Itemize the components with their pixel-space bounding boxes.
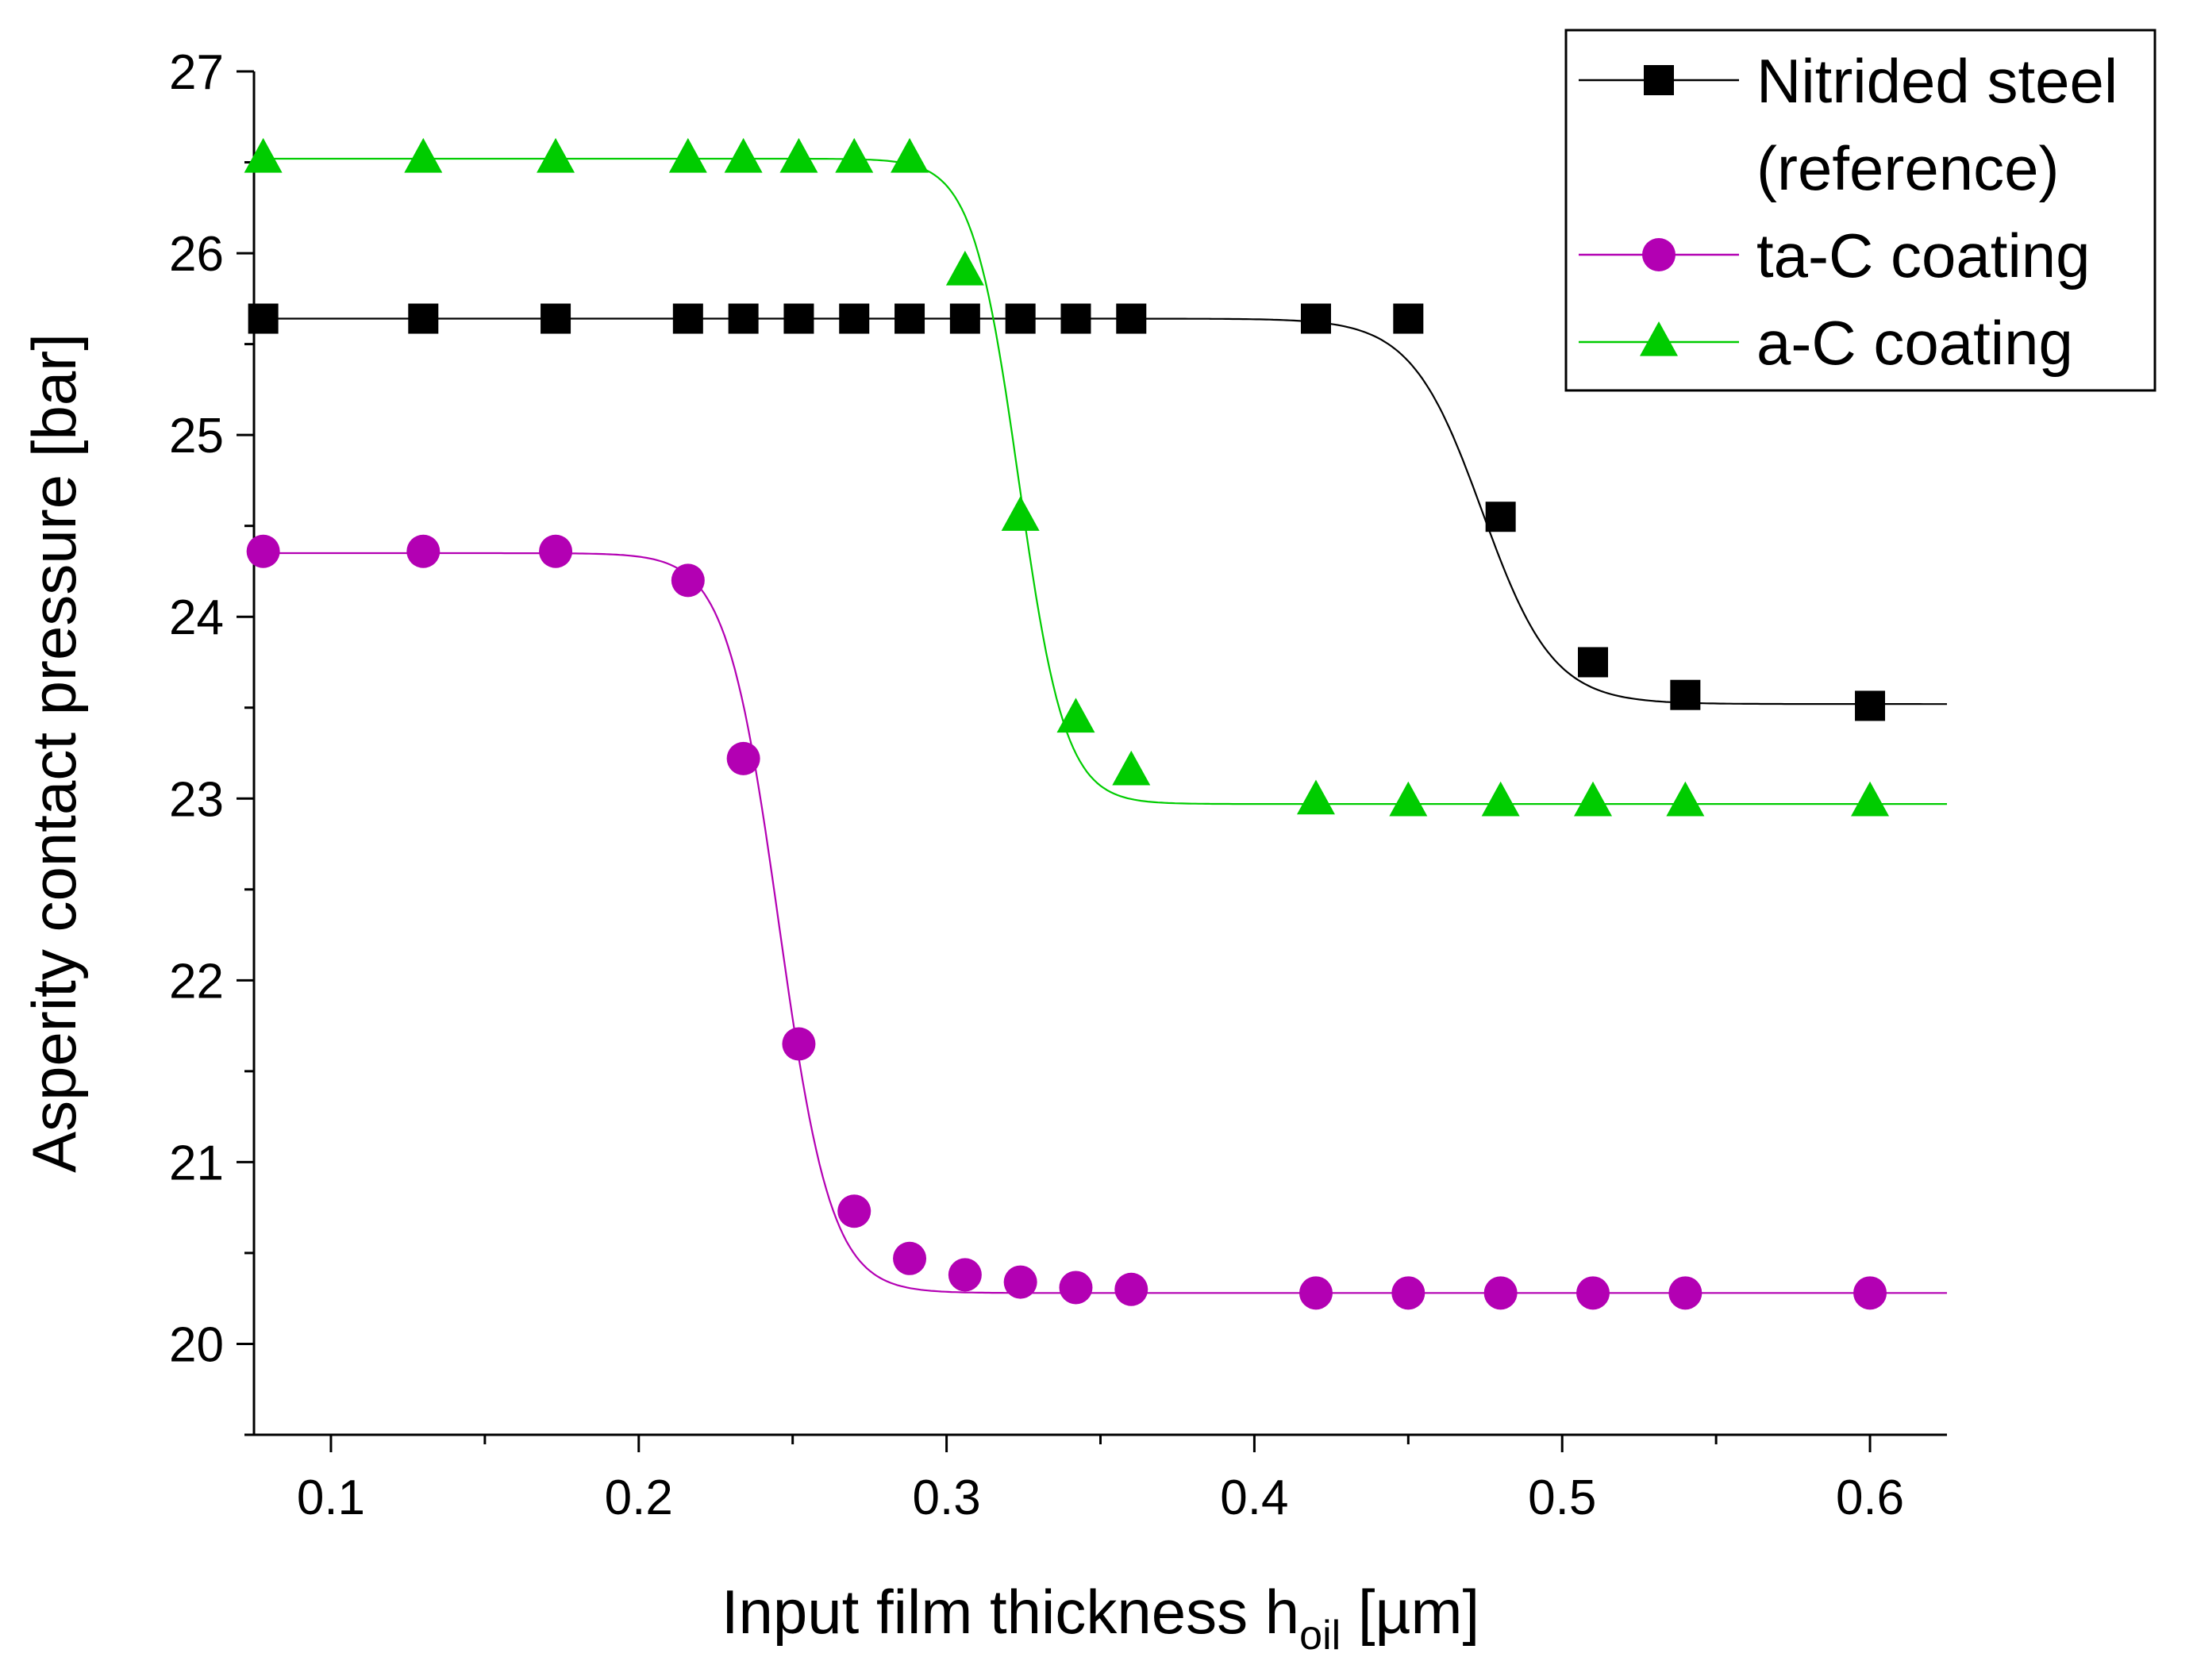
data-point-circle	[1576, 1276, 1610, 1310]
legend-marker-triangle	[1640, 321, 1678, 356]
legend-label: (reference)	[1756, 133, 2059, 203]
data-point-triangle	[1056, 698, 1095, 733]
data-point-triangle	[945, 250, 984, 286]
data-point-circle	[837, 1194, 871, 1228]
data-point-square	[1300, 303, 1331, 334]
data-point-square	[1005, 303, 1036, 334]
data-point-triangle	[1666, 781, 1705, 817]
data-point-square	[672, 303, 703, 334]
data-point-triangle	[724, 137, 763, 173]
data-point-square	[839, 303, 870, 334]
data-point-triangle	[1851, 781, 1890, 817]
x-tick-label: 0.3	[912, 1470, 980, 1525]
data-point-circle	[782, 1027, 816, 1061]
data-point-circle	[1668, 1276, 1702, 1310]
y-tick-label: 26	[169, 227, 224, 282]
data-point-circle	[1391, 1276, 1425, 1310]
y-tick-label: 21	[169, 1136, 224, 1190]
data-point-circle	[539, 534, 573, 568]
x-axis-title-subscript: oil	[1299, 1613, 1341, 1659]
data-point-triangle	[537, 137, 575, 173]
data-point-square	[728, 303, 759, 334]
data-point-square	[1855, 690, 1886, 721]
data-point-circle	[671, 563, 705, 598]
y-tick-label: 23	[169, 772, 224, 827]
y-tick-label: 20	[169, 1317, 224, 1372]
series-line-1	[254, 552, 1947, 1294]
x-tick-label: 0.5	[1528, 1470, 1596, 1525]
data-point-square	[1116, 303, 1147, 334]
y-tick-label: 24	[169, 590, 224, 645]
data-point-square	[783, 303, 814, 334]
y-tick-label: 25	[169, 409, 224, 463]
data-point-square	[1393, 303, 1424, 334]
data-point-circle	[1298, 1276, 1333, 1310]
legend-label: a-C coating	[1756, 308, 2073, 378]
data-point-triangle	[835, 137, 874, 173]
data-point-square	[1578, 647, 1609, 678]
y-tick-label: 22	[169, 954, 224, 1009]
data-point-square	[408, 303, 439, 334]
x-tick-label: 0.6	[1836, 1470, 1904, 1525]
data-point-square	[541, 303, 571, 334]
data-point-triangle	[1112, 750, 1151, 786]
data-point-circle	[893, 1241, 927, 1275]
data-point-triangle	[1389, 781, 1428, 817]
series-line-0	[254, 317, 1947, 705]
y-tick-label: 27	[169, 45, 224, 100]
data-point-triangle	[779, 137, 818, 173]
data-point-square	[949, 303, 980, 334]
data-point-triangle	[1574, 781, 1613, 817]
data-point-triangle	[668, 137, 707, 173]
x-tick-label: 0.4	[1220, 1470, 1288, 1525]
y-axis-title: Asperity contact pressure [bar]	[19, 333, 89, 1173]
data-point-square	[1670, 679, 1701, 710]
data-point-triangle	[1296, 779, 1335, 815]
data-point-circle	[726, 741, 760, 775]
legend-label: Nitrided steel	[1756, 46, 2118, 116]
series-line-2	[254, 157, 1947, 805]
x-axis-title-unit: [µm]	[1341, 1577, 1479, 1647]
data-point-circle	[1003, 1265, 1037, 1299]
data-point-circle	[1853, 1276, 1887, 1310]
data-point-triangle	[1001, 496, 1040, 531]
data-point-square	[1060, 303, 1091, 334]
legend-marker-circle	[1642, 238, 1676, 271]
data-point-circle	[1483, 1276, 1518, 1310]
x-tick-label: 0.1	[297, 1470, 365, 1525]
data-point-circle	[1114, 1272, 1148, 1306]
data-point-circle	[1059, 1271, 1093, 1305]
data-point-triangle	[1481, 781, 1520, 817]
legend-marker-square	[1644, 65, 1674, 95]
data-point-triangle	[404, 137, 443, 173]
legend-label: ta-C coating	[1756, 221, 2091, 290]
data-point-square	[895, 303, 925, 334]
data-point-square	[1485, 502, 1516, 532]
x-axis-title: Input film thickness hoil [µm]	[721, 1577, 1479, 1659]
x-tick-label: 0.2	[605, 1470, 673, 1525]
data-point-circle	[406, 534, 441, 568]
data-point-circle	[246, 534, 280, 568]
data-point-triangle	[244, 137, 283, 173]
data-point-circle	[948, 1258, 982, 1292]
x-axis-title-main: Input film thickness h	[721, 1577, 1299, 1647]
data-point-square	[248, 303, 279, 334]
data-point-triangle	[891, 137, 929, 173]
